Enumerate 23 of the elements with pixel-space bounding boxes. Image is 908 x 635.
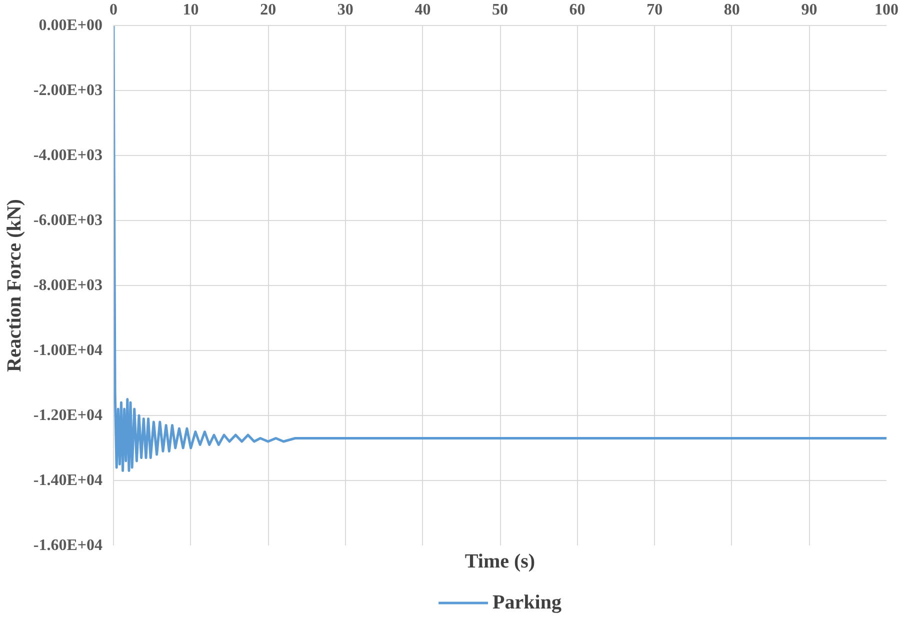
x-tick-label: 40 xyxy=(414,2,431,18)
y-tick-label: -6.00E+03 xyxy=(33,212,103,229)
y-tick-label: -4.00E+03 xyxy=(33,147,103,164)
y-tick-label: -1.00E+04 xyxy=(33,342,103,359)
x-tick-label: 0 xyxy=(110,2,118,18)
y-tick-label: -1.40E+04 xyxy=(33,472,103,489)
x-tick-label: 60 xyxy=(569,2,586,18)
y-tick-label: -1.60E+04 xyxy=(33,537,103,554)
x-tick-label: 70 xyxy=(646,2,663,18)
x-tick-label: 80 xyxy=(724,2,740,18)
y-tick-label: 0.00E+00 xyxy=(38,17,103,34)
x-tick-label: 50 xyxy=(492,2,508,18)
y-axis-title: Reaction Force (kN) xyxy=(3,199,26,372)
y-tick-label: -1.20E+04 xyxy=(33,407,103,424)
x-tick-label: 90 xyxy=(801,2,818,18)
x-axis-title: Time (s) xyxy=(464,550,536,572)
x-tick-label: 30 xyxy=(337,2,354,18)
x-tick-label: 20 xyxy=(260,2,276,18)
x-tick-label: 10 xyxy=(182,2,199,18)
y-tick-label: -8.00E+03 xyxy=(33,277,103,294)
y-tick-label: -2.00E+03 xyxy=(33,82,103,99)
x-tick-label: 100 xyxy=(874,2,898,18)
legend-label: Parking xyxy=(492,591,562,614)
